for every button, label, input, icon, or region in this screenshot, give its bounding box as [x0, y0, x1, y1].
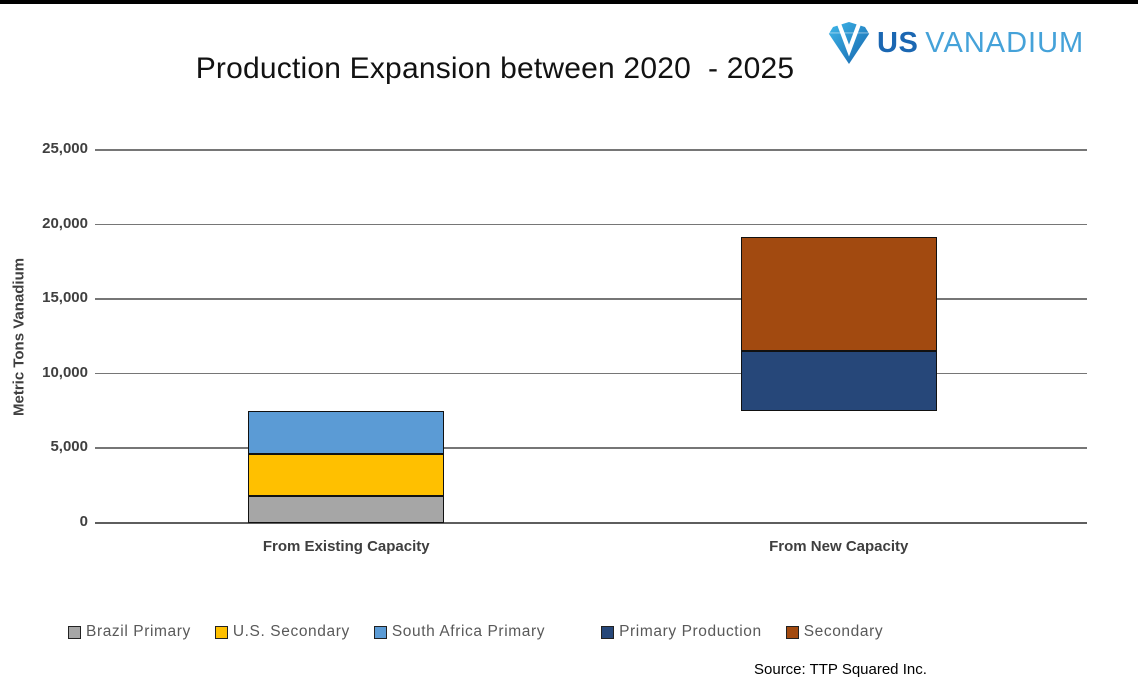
us-vanadium-logo: US VANADIUM [828, 20, 1084, 66]
category-label: From Existing Capacity [262, 538, 430, 555]
bar-1 [248, 150, 445, 523]
bar-2 [740, 150, 937, 523]
bar-segment-secondary [740, 236, 937, 352]
legend-swatch-icon [601, 625, 615, 639]
plot-area [95, 149, 1087, 524]
legend-group: Primary Production Secondary [601, 623, 883, 641]
legend-label: Primary Production [619, 623, 762, 640]
y-tick-label: 15,000 [42, 289, 88, 307]
bar-segment-primary-production [740, 351, 937, 412]
bar-segment-u-s-secondary [248, 454, 445, 497]
gridline [95, 149, 1087, 151]
y-tick-label: 5,000 [50, 438, 88, 456]
gridline [95, 298, 1087, 300]
y-tick-label: 10,000 [42, 363, 88, 381]
legend-item: Secondary [785, 623, 884, 641]
category-label: From New Capacity [769, 538, 909, 555]
logo-text-vanadium: VANADIUM [925, 26, 1085, 59]
vanadium-shield-icon [828, 22, 870, 64]
legend-label: U.S. Secondary [232, 623, 350, 640]
source-note: Source: TTP Squared Inc. [754, 661, 927, 678]
x-axis-labels: From Existing Capacity From New Capacity [100, 538, 1085, 558]
legend-label: South Africa Primary [391, 623, 546, 640]
legend-item: Brazil Primary [68, 623, 191, 641]
chart-title: Production Expansion between 2020 - 2025 [195, 52, 795, 85]
gridline [95, 372, 1087, 375]
legend-swatch-icon [785, 625, 799, 639]
bar-segment-south-africa-primary [248, 411, 445, 455]
legend-swatch-icon [214, 625, 228, 639]
y-tick-label: 0 [79, 513, 88, 530]
legend-swatch-icon [373, 625, 387, 639]
legend-item: U.S. Secondary [214, 623, 350, 641]
y-axis-ticks: 0 5,000 10,000 15,000 20,000 25,000 [0, 0, 90, 693]
bar-segment-brazil-primary [248, 496, 445, 523]
x-axis-line [95, 522, 1087, 524]
legend-item: South Africa Primary [373, 623, 546, 641]
y-tick-label: 25,000 [42, 140, 88, 157]
legend-label: Brazil Primary [86, 623, 191, 640]
gridline [95, 447, 1087, 449]
legend: Brazil Primary U.S. Secondary South Africa… [68, 623, 883, 641]
legend-swatch-icon [68, 625, 81, 639]
y-tick-label: 20,000 [42, 214, 88, 232]
legend-label: Secondary [803, 623, 884, 640]
top-border-rule [0, 0, 1138, 4]
logo-text-us: US [877, 26, 919, 59]
gridline [95, 223, 1087, 226]
legend-group: Brazil Primary U.S. Secondary South Africa… [68, 623, 545, 641]
legend-item: Primary Production [601, 623, 762, 641]
